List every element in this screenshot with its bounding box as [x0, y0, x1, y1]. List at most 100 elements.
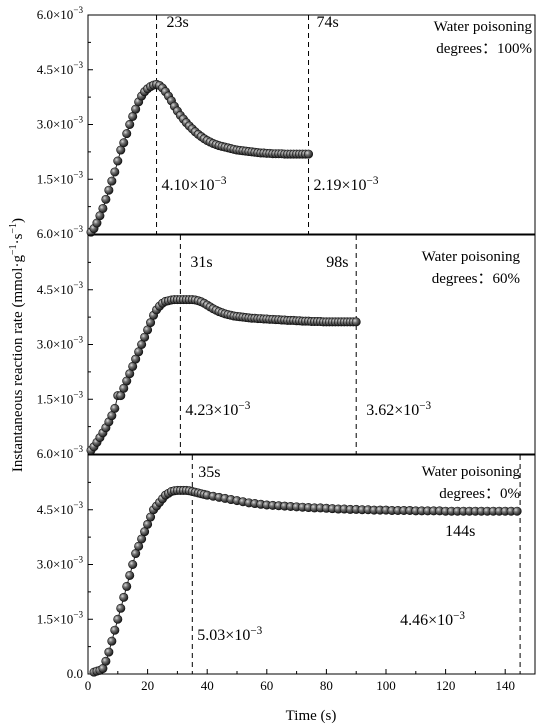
- x-tick-label: 60: [260, 678, 273, 693]
- data-point: [98, 203, 108, 213]
- steady-value-label-exp: −3: [453, 610, 465, 622]
- peak-time-label: 35s: [198, 464, 220, 481]
- y-axis-title-end: ): [10, 218, 26, 223]
- poisoning-note-line2: degrees：100%: [436, 41, 532, 57]
- steady-value-label-exp: −3: [419, 400, 431, 412]
- y-tick-label-exp: −3: [73, 224, 83, 234]
- data-point: [116, 603, 126, 613]
- data-point: [119, 138, 129, 148]
- peak-value-label: 4.10×10−3: [162, 175, 227, 194]
- y-tick-label-exp: −3: [73, 500, 83, 510]
- data-point: [107, 176, 117, 186]
- steady-value-label: 4.46×10−3: [400, 610, 465, 629]
- y-tick-label-base: 6.0×10: [37, 7, 74, 22]
- peak-value-label: 4.23×10−3: [185, 400, 250, 419]
- data-point: [113, 614, 123, 624]
- y-tick-label: 4.5×10−3: [37, 60, 84, 77]
- y-tick-label: 4.5×10−3: [37, 500, 84, 517]
- y-axis-title-mid: ·s: [10, 233, 26, 244]
- steady-value-label: 2.19×10−3: [314, 175, 379, 194]
- data-point: [122, 581, 132, 591]
- y-tick-label-exp: −3: [73, 5, 83, 15]
- steady-value-label-base: 2.19×10: [314, 177, 367, 194]
- data-point: [107, 636, 117, 646]
- y-tick-label-base: 4.5×10: [37, 282, 74, 297]
- y-tick-label-exp: −3: [73, 555, 83, 565]
- peak-value-label-base: 4.23×10: [185, 402, 238, 419]
- y-tick-label: 6.0×10−3: [37, 444, 84, 461]
- y-tick-label-base: 4.5×10: [37, 502, 74, 517]
- peak-value-label: 5.03×10−3: [197, 625, 262, 644]
- chart-panel-bottom: 0.01.5×10−33.0×10−34.5×10−30 20 40 60 80 100 1…: [37, 454, 536, 693]
- y-tick-label: 1.5×10−3: [37, 169, 84, 186]
- y-tick-label: 6.0×10−3: [37, 224, 84, 241]
- y-tick-label: 1.5×10−3: [37, 389, 84, 406]
- peak-value-label-exp: −3: [250, 625, 262, 637]
- data-point: [125, 570, 135, 580]
- data-point: [110, 625, 120, 635]
- x-tick-label: 80: [320, 678, 333, 693]
- y-tick-label-base: 6.0×10: [37, 226, 74, 241]
- y-tick-label-exp: −3: [73, 444, 83, 454]
- steady-value-label-base: 4.46×10: [400, 612, 453, 629]
- peak-value-label-base: 4.10×10: [162, 177, 215, 194]
- peak-time-label: 23s: [167, 14, 189, 31]
- x-tick-label: 100: [376, 678, 396, 693]
- data-point: [125, 120, 135, 130]
- y-axis-title-main: Instantaneous reaction rate (mmol·g: [10, 255, 26, 473]
- poisoning-note-line1: Water poisoning: [422, 249, 521, 265]
- y-tick-label-base: 1.5×10: [37, 171, 74, 186]
- data-point: [101, 656, 111, 666]
- data-point: [110, 403, 120, 413]
- y-tick-label-base: 3.0×10: [37, 117, 74, 132]
- steady-value-label-base: 3.62×10: [366, 402, 419, 419]
- y-axis-title-exp1: −1: [8, 244, 19, 255]
- steady-time-label: 144s: [445, 523, 475, 540]
- data-point: [119, 592, 129, 602]
- y-tick-label-exp: −3: [73, 115, 83, 125]
- peak-value-label-exp: −3: [238, 400, 250, 412]
- y-tick-label-exp: −3: [73, 60, 83, 70]
- x-tick-label: 120: [436, 678, 456, 693]
- data-point: [104, 185, 114, 195]
- y-tick-label-exp: −3: [73, 280, 83, 290]
- y-tick-label: 4.5×10−3: [37, 280, 84, 297]
- peak-value-label-exp: −3: [215, 175, 227, 187]
- data-point: [128, 559, 138, 569]
- y-tick-label: 0.0: [67, 666, 83, 681]
- y-tick-label: 3.0×10−3: [37, 335, 84, 352]
- x-tick-label: 0: [85, 678, 92, 693]
- y-tick-label-exp: −3: [73, 335, 83, 345]
- data-point: [304, 149, 314, 159]
- data-point: [113, 156, 123, 166]
- steady-time-label: 98s: [326, 254, 348, 271]
- poisoning-note-line2: degrees：60%: [432, 271, 520, 287]
- data-point: [104, 647, 114, 657]
- y-tick-label-base: 3.0×10: [37, 557, 74, 572]
- y-tick-label: 3.0×10−3: [37, 555, 84, 572]
- chart-panel-top: 6.0×10−31.5×10−33.0×10−34.5×10−36.0×10−3…: [37, 5, 536, 241]
- x-axis-title: Time (s): [286, 708, 337, 724]
- poisoning-note-line1: Water poisoning: [434, 19, 533, 35]
- data-line: [90, 83, 309, 233]
- peak-time-label: 31s: [190, 254, 212, 271]
- poisoning-note-line2: degrees：0%: [439, 486, 520, 502]
- steady-time-label: 74s: [317, 14, 339, 31]
- data-point: [122, 129, 132, 139]
- data-point: [512, 506, 522, 516]
- data-point: [101, 194, 111, 204]
- y-tick-label-base: 6.0×10: [37, 446, 74, 461]
- steady-value-label-exp: −3: [367, 175, 379, 187]
- y-tick-label-base: 4.5×10: [37, 62, 74, 77]
- data-point: [110, 167, 120, 177]
- y-tick-label: 3.0×10−3: [37, 115, 84, 132]
- y-tick-label-base: 1.5×10: [37, 391, 74, 406]
- x-tick-label: 40: [201, 678, 214, 693]
- y-axis-title-exp2: −1: [8, 223, 19, 234]
- x-tick-label: 20: [141, 678, 154, 693]
- peak-value-label-base: 5.03×10: [197, 627, 250, 644]
- y-tick-label-base: 1.5×10: [37, 611, 74, 626]
- y-tick-label-exp: −3: [73, 169, 83, 179]
